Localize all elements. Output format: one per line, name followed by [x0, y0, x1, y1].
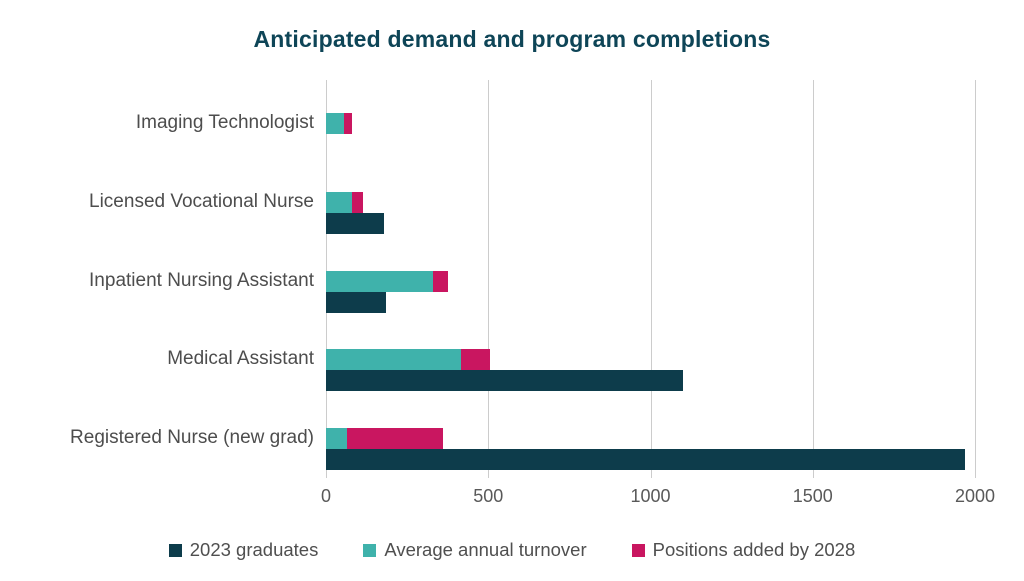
chart-title: Anticipated demand and program completio…: [253, 26, 771, 52]
legend-label: Positions added by 2028: [652, 539, 856, 560]
gridline-1500: [812, 80, 814, 478]
category-label: Inpatient Nursing Assistant: [89, 269, 314, 291]
bar-positions-added-by-2028: [351, 191, 364, 213]
x-axis-tick-labels: 0 500 1000 1500 2000: [0, 486, 1024, 510]
legend-item-positions: Positions added by 2028: [631, 539, 856, 561]
category-axis-labels: Imaging Technologist Licensed Vocational …: [0, 80, 314, 470]
gridline-1000: [650, 80, 652, 478]
bar-positions-added-by-2028: [460, 349, 490, 371]
plot-area: [326, 80, 976, 478]
category-label: Imaging Technologist: [135, 112, 314, 133]
bar-2023-graduates: [326, 449, 966, 470]
tick-label-1500: 1500: [792, 486, 833, 506]
bar-average-annual-turnover: [326, 113, 344, 134]
legend-item-graduates: 2023 graduates: [168, 539, 319, 561]
tick-label-1000: 1000: [630, 486, 671, 506]
bar-positions-added-by-2028: [343, 113, 352, 134]
legend-label: 2023 graduates: [189, 539, 319, 560]
bar-positions-added-by-2028: [433, 270, 448, 292]
bar-average-annual-turnover: [326, 428, 348, 449]
category-label: Registered Nurse (new grad): [70, 427, 314, 448]
category-label: Medical Assistant: [167, 348, 314, 370]
bar-average-annual-turnover: [326, 270, 434, 292]
bar-2023-graduates: [326, 212, 385, 234]
bar-positions-added-by-2028: [347, 428, 443, 449]
gridline-2000: [975, 80, 976, 478]
category-label: Licensed Vocational Nurse: [89, 190, 314, 212]
legend-label: Average annual turnover: [384, 539, 587, 560]
bar-average-annual-turnover: [326, 349, 461, 371]
bar-2023-graduates: [326, 291, 387, 313]
tick-label-500: 500: [473, 486, 504, 506]
turnover-swatch-icon: [363, 543, 377, 557]
positions-swatch-icon: [631, 543, 645, 557]
gridline-500: [488, 80, 490, 478]
tick-label-0: 0: [320, 486, 331, 506]
bar-2023-graduates: [326, 370, 683, 392]
graduates-swatch-icon: [168, 543, 182, 557]
tick-label-2000: 2000: [954, 486, 996, 506]
legend: 2023 graduates Average annual turnover P…: [0, 535, 1024, 565]
bar-average-annual-turnover: [326, 191, 352, 213]
legend-item-turnover: Average annual turnover: [363, 539, 587, 561]
